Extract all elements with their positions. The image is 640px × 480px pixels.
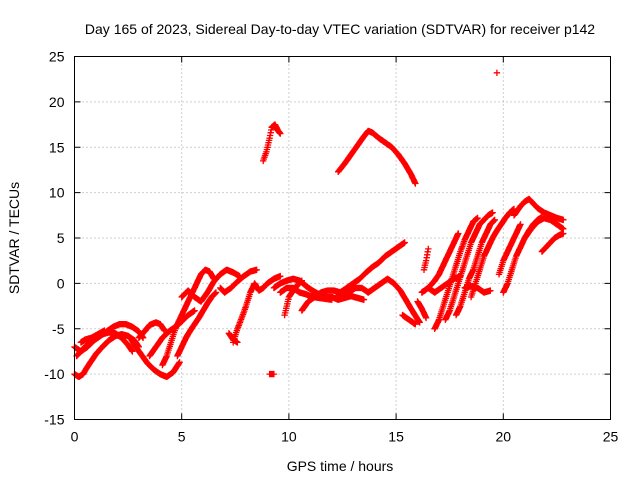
plus-marker-group <box>431 214 481 332</box>
series-track-10 <box>178 266 243 305</box>
y-axis-label: SDTVAR / TECUs <box>6 182 22 294</box>
plus-marker-group <box>174 289 220 360</box>
series-track-34 <box>510 195 567 224</box>
plus-marker-group <box>77 327 108 346</box>
plus-marker-group <box>420 245 432 273</box>
plus-marker-group <box>266 370 278 378</box>
series-track-09 <box>174 289 220 360</box>
series-track-14 <box>260 121 284 165</box>
x-tick-label: 5 <box>178 429 186 445</box>
y-tick-label: 25 <box>49 49 65 65</box>
series-track-06 <box>135 319 168 341</box>
plus-marker-group <box>399 311 419 328</box>
series-track-11 <box>217 266 260 296</box>
plus-marker-group <box>467 205 518 301</box>
series-track-37 <box>493 69 501 76</box>
y-tick-label: 10 <box>49 185 65 201</box>
series-track-13 <box>225 330 241 346</box>
x-tick-labels: 0 5 10 15 20 25 <box>71 429 619 445</box>
plus-marker-group <box>493 69 501 76</box>
series-track-04 <box>77 327 108 346</box>
series-track-15 <box>266 370 278 378</box>
plus-marker-group <box>414 298 430 322</box>
y-tick-labels: -15 -10 -5 0 5 10 15 20 25 <box>44 49 64 428</box>
y-tick-label: -5 <box>52 321 65 337</box>
series-track-18 <box>281 277 305 319</box>
y-tick-label: 5 <box>57 230 65 246</box>
plus-marker-group <box>260 121 284 165</box>
series-track-29 <box>452 216 498 319</box>
x-tick-label: 0 <box>71 429 79 445</box>
series-track-05 <box>127 334 183 380</box>
series-track-35 <box>521 214 567 242</box>
y-tick-label: 15 <box>49 139 65 155</box>
series-track-24 <box>420 245 432 273</box>
series-track-33 <box>495 221 524 278</box>
plot-frame <box>74 56 611 420</box>
grid <box>74 56 611 420</box>
plus-marker-group <box>217 266 260 296</box>
x-axis-label: GPS time / hours <box>287 458 394 474</box>
series-track-22 <box>399 311 419 328</box>
plus-marker-group <box>335 127 419 187</box>
series-track-36 <box>538 230 567 255</box>
chart-title: Day 165 of 2023, Sidereal Day-to-day VTE… <box>85 21 595 37</box>
x-tick-label: 15 <box>388 429 404 445</box>
plus-marker-group <box>495 221 524 278</box>
series-track-21 <box>335 127 419 187</box>
plus-marker-group <box>135 319 168 341</box>
plus-marker-group <box>225 330 241 346</box>
plus-marker-group <box>127 334 183 380</box>
x-tick-label: 10 <box>281 429 297 445</box>
plus-marker-group <box>281 277 305 319</box>
x-tick-label: 25 <box>603 429 619 445</box>
series-track-20 <box>332 275 423 326</box>
series-track-23 <box>414 298 430 322</box>
plus-marker-group <box>521 214 567 242</box>
plus-marker-group <box>178 266 243 305</box>
y-tick-label: 0 <box>57 275 65 291</box>
plus-marker-group <box>538 230 567 255</box>
plus-marker-group <box>510 195 567 224</box>
y-tick-label: 20 <box>49 94 65 110</box>
x-tick-label: 20 <box>496 429 512 445</box>
y-tick-label: -15 <box>44 412 64 428</box>
plus-marker-group <box>452 216 498 319</box>
series-track-31 <box>467 205 518 301</box>
series-track-19 <box>298 239 408 314</box>
y-tick-label: -10 <box>44 366 64 382</box>
series-track-26 <box>431 214 481 332</box>
plus-marker-group <box>442 209 496 323</box>
plot-marks <box>71 69 567 380</box>
plus-marker-group <box>332 275 423 326</box>
series-track-28 <box>442 209 496 323</box>
plus-marker-group <box>298 239 408 314</box>
